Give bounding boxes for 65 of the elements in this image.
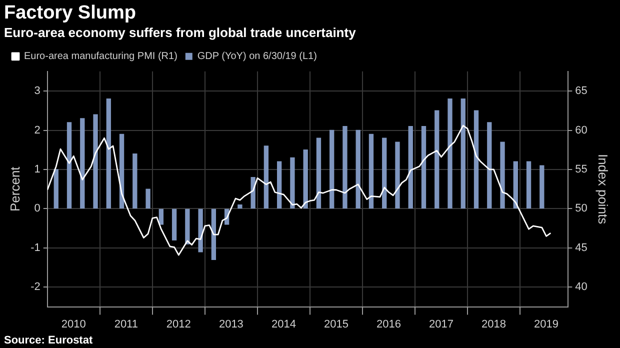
bar — [474, 110, 479, 209]
y2-tick-label: 50 — [575, 202, 588, 215]
bar — [211, 208, 216, 260]
chart-subtitle: Euro-area economy suffers from global trade uncertainty — [4, 25, 357, 40]
bar — [80, 118, 85, 209]
y2-axis-title: Index points — [596, 154, 611, 225]
bar — [303, 150, 308, 209]
x-tick-label: 2016 — [376, 318, 401, 330]
x-tick-label: 2014 — [271, 318, 296, 330]
bar — [513, 161, 518, 209]
x-tick-label: 2011 — [114, 318, 138, 330]
bar — [106, 98, 111, 209]
bar — [316, 138, 322, 209]
chart-title: Factory Slump — [4, 2, 136, 24]
bar — [290, 157, 295, 209]
x-tick-label: 2017 — [429, 318, 454, 330]
bar — [93, 114, 98, 209]
bar — [172, 208, 177, 240]
bar — [526, 161, 532, 209]
bar — [382, 138, 387, 209]
bar — [146, 188, 150, 209]
bar — [540, 165, 544, 209]
x-tick-label: 2019 — [534, 318, 559, 330]
y2-tick-label: 40 — [575, 281, 588, 294]
bar — [434, 110, 440, 209]
bar — [342, 126, 348, 209]
y-tick-label: -1 — [30, 242, 40, 254]
y2-tick-label: 60 — [575, 124, 588, 136]
bar — [460, 98, 466, 209]
bar — [448, 98, 452, 209]
y-tick-label: -2 — [30, 281, 40, 294]
bar — [238, 204, 242, 209]
bar — [132, 153, 138, 209]
y2-tick-label: 55 — [575, 164, 588, 176]
y-tick-label: 3 — [34, 85, 40, 98]
bar — [250, 177, 256, 209]
bar — [500, 142, 505, 209]
bar — [66, 122, 72, 209]
x-tick-label: 2018 — [482, 318, 506, 330]
y2-tick-label: 45 — [575, 242, 588, 254]
y-tick-label: 2 — [34, 124, 40, 136]
x-tick-label: 2010 — [61, 318, 86, 330]
bar — [356, 130, 360, 209]
bar — [54, 169, 58, 209]
bar — [185, 208, 190, 244]
legend-label: Euro-area manufacturing PMI (R1) — [24, 51, 178, 62]
legend-label: GDP (YoY) on 6/30/19 (L1) — [197, 51, 317, 62]
y2-tick-label: 65 — [575, 85, 588, 98]
bar — [158, 208, 164, 225]
bar — [408, 126, 413, 209]
bar — [330, 130, 334, 209]
source-note: Source: Eurostat — [4, 334, 93, 347]
x-tick-label: 2015 — [324, 318, 348, 330]
bar — [421, 126, 426, 209]
bar — [395, 142, 400, 209]
bar — [368, 134, 374, 209]
y-axis-title: Percent — [7, 166, 22, 212]
x-tick-label: 2012 — [166, 318, 191, 330]
bar — [276, 161, 282, 209]
y-tick-label: 0 — [34, 202, 40, 215]
x-tick-label: 2013 — [218, 318, 244, 330]
bar — [487, 122, 492, 209]
bar — [264, 146, 269, 209]
y-tick-label: 1 — [34, 164, 40, 176]
bar — [198, 208, 203, 252]
